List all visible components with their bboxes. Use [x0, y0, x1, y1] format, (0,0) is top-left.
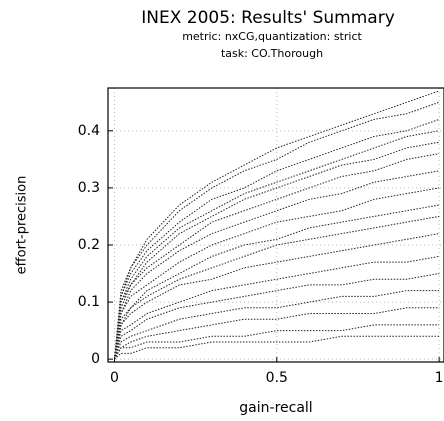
data-line: [114, 307, 440, 360]
y-axis-label: effort-precision: [15, 176, 30, 275]
chart-subtitle: metric: nxCG,quantization: strict: [182, 30, 362, 43]
data-line: [114, 273, 440, 360]
y-tick-label: 0.3: [78, 180, 100, 196]
chart-title: INEX 2005: Results' Summary: [141, 8, 395, 28]
data-line: [114, 255, 440, 360]
data-line: [114, 118, 440, 360]
y-tick-label: 0.2: [78, 237, 100, 253]
data-line: [114, 141, 440, 360]
y-tick-label: 0.4: [78, 123, 100, 139]
chart-subtitle: task: CO.Thorough: [221, 47, 323, 60]
data-line: [114, 290, 440, 360]
x-tick-label: 0: [110, 370, 119, 386]
x-axis-label: gain-recall: [239, 400, 312, 416]
y-tick-label: 0.1: [78, 294, 100, 310]
data-line: [114, 170, 440, 360]
data-line: [114, 187, 440, 360]
plot-frame: [107, 87, 444, 363]
x-tick-label: 1: [435, 370, 444, 386]
data-line: [114, 101, 440, 360]
data-line: [114, 215, 440, 360]
data-line: [114, 130, 440, 360]
data-line: [114, 335, 440, 360]
x-tick-label: 0.5: [266, 370, 288, 386]
y-tick-label: 0: [91, 351, 100, 367]
data-line: [114, 153, 440, 360]
